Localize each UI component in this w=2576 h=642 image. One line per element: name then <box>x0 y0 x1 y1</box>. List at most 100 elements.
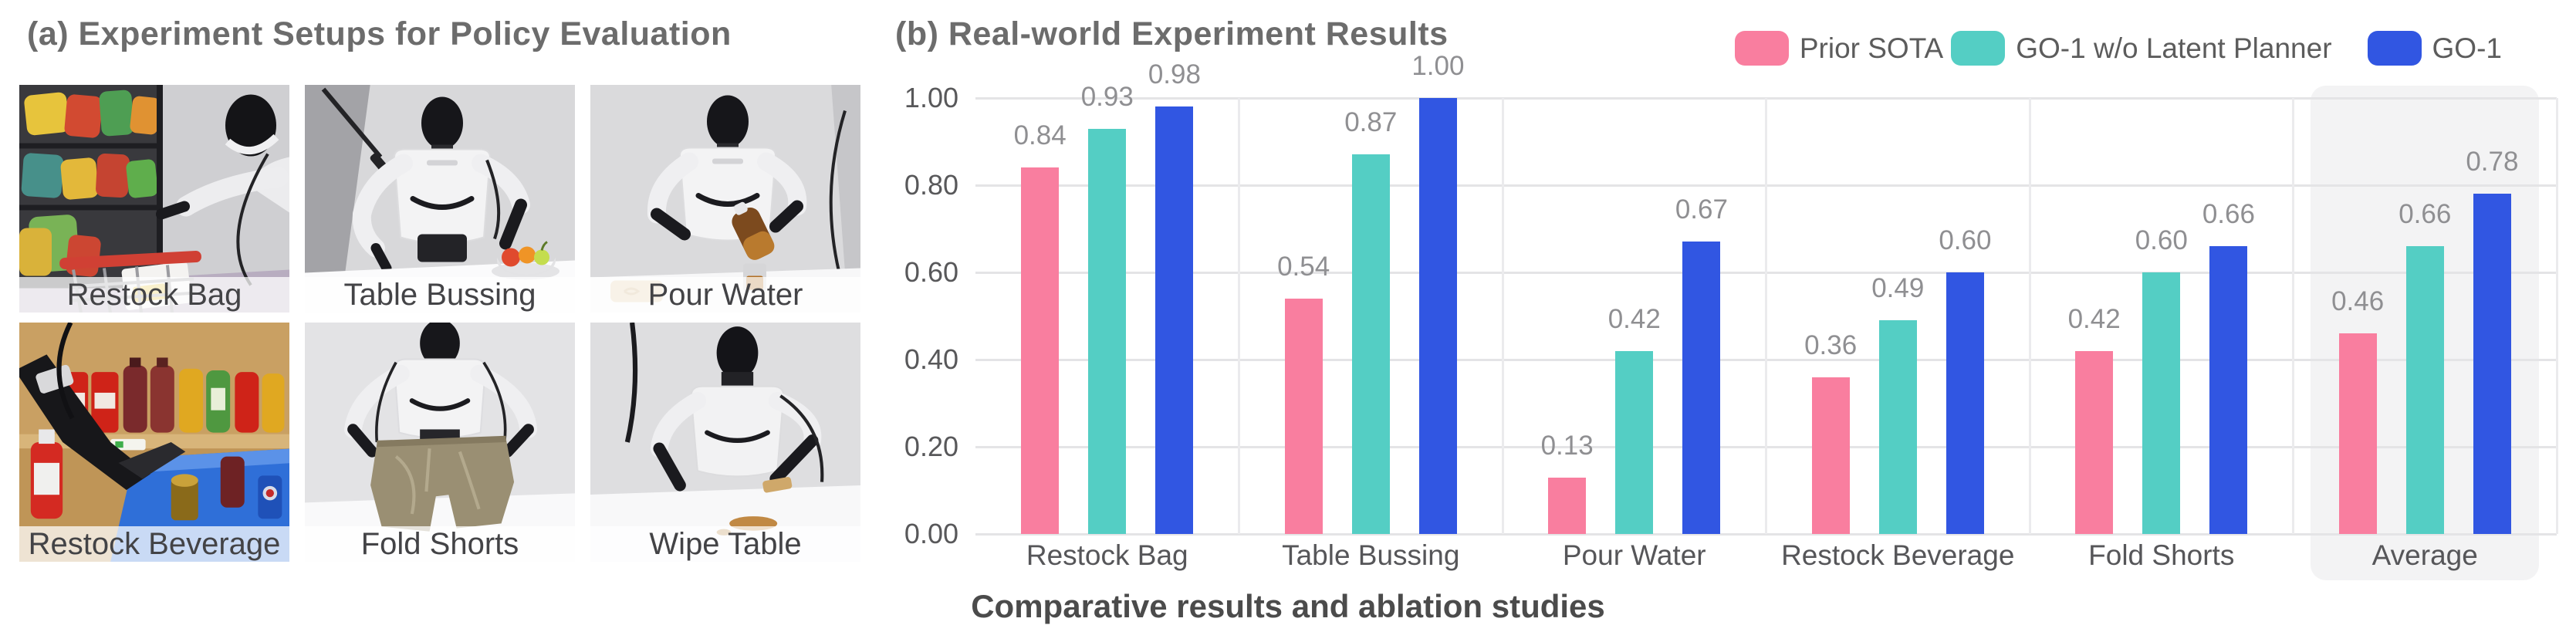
value-label: 0.98 <box>1148 59 1201 90</box>
bar-go-1-table-bussing <box>1418 98 1457 534</box>
gridline-x-boundary <box>1501 98 1504 534</box>
legend-swatch-prior-sota <box>1734 31 1789 66</box>
value-label: 0.78 <box>2466 147 2519 177</box>
bar-go-1-restock-beverage <box>1946 272 1984 534</box>
gridline-x-boundary <box>2028 98 2031 534</box>
bar-wrap-go-1-w-o-latent-planner: 0.60 <box>2135 226 2188 534</box>
bar-wrap-prior-sota: 0.36 <box>1804 329 1858 534</box>
figure-caption: Comparative results and ablation studies <box>971 588 1605 624</box>
chart-legend: Prior SOTA GO-1 w/o Latent Planner GO-1 <box>1734 31 2502 66</box>
bar-go-1-w-o-latent-planner-average <box>2405 246 2444 534</box>
y-tick-label: 1.00 <box>904 82 958 113</box>
bar-prior-sota-restock-beverage <box>1811 377 1850 534</box>
bar-wrap-go-1: 0.98 <box>1148 60 1201 534</box>
y-axis: 0.00 0.20 0.40 0.60 0.80 1.00 <box>841 83 958 549</box>
bar-go-1-restock-bag <box>1155 106 1194 534</box>
gridline-x-boundary <box>2555 98 2558 534</box>
legend-item-go-1: GO-1 <box>2367 31 2502 66</box>
legend-swatch-go-1 <box>2367 31 2422 66</box>
bar-group-pour-water: 0.13 0.42 0.67 <box>1503 98 1766 534</box>
bar-prior-sota-fold-shorts <box>2075 350 2114 534</box>
bar-wrap-go-1-w-o-latent-planner: 0.66 <box>2399 200 2451 534</box>
value-label: 1.00 <box>1411 51 1465 81</box>
bar-wrap-go-1: 0.67 <box>1675 195 1728 534</box>
photo-table-bussing: Table Bussing <box>305 85 575 313</box>
bar-wrap-go-1-w-o-latent-planner: 0.42 <box>1607 303 1661 534</box>
y-tick-label: 0.20 <box>904 431 958 462</box>
value-label: 0.49 <box>1871 273 1925 304</box>
value-label: 0.60 <box>2135 225 2188 255</box>
bar-go-1-average <box>2473 194 2511 534</box>
bar-prior-sota-pour-water <box>1548 477 1587 534</box>
category-label-table-bussing: Table Bussing <box>1282 539 1460 571</box>
value-label: 0.67 <box>1675 194 1728 225</box>
category-label-restock-beverage: Restock Beverage <box>1781 539 2015 571</box>
y-tick-label: 0.40 <box>904 343 958 375</box>
bar-prior-sota-restock-bag <box>1021 167 1060 534</box>
value-label: 0.66 <box>2399 199 2452 230</box>
value-label: 0.60 <box>1939 225 1992 255</box>
experiment-setup-photo-grid: Restock Bag Table Buss <box>19 85 860 562</box>
photo-label-pour-water: Pour Water <box>590 277 860 313</box>
bar-go-1-w-o-latent-planner-fold-shorts <box>2142 272 2181 534</box>
bar-group-restock-bag: 0.84 0.93 0.98 <box>975 60 1239 534</box>
fold-shorts-illustration <box>305 323 575 562</box>
value-label: 0.36 <box>1804 329 1858 360</box>
photo-label-fold-shorts: Fold Shorts <box>305 526 575 562</box>
bar-wrap-go-1-w-o-latent-planner: 0.93 <box>1081 82 1134 534</box>
bar-wrap-go-1-w-o-latent-planner: 0.87 <box>1344 108 1397 534</box>
category-label-pour-water: Pour Water <box>1562 539 1706 571</box>
panel-b-title: (b) Real-world Experiment Results <box>895 15 1449 52</box>
photo-label-restock-bag: Restock Bag <box>19 277 289 313</box>
bar-go-1-w-o-latent-planner-table-bussing <box>1351 154 1390 534</box>
photo-fold-shorts: Fold Shorts <box>305 323 575 562</box>
bar-prior-sota-average <box>2338 333 2377 534</box>
category-label-average: Average <box>2371 539 2478 571</box>
bar-wrap-prior-sota: 0.13 <box>1541 431 1594 534</box>
legend-swatch-go-1-w-o-latent-planner <box>1951 31 2006 66</box>
value-label: 0.42 <box>2067 303 2121 334</box>
legend-item-prior-sota: Prior SOTA <box>1734 31 1944 66</box>
value-label: 0.84 <box>1013 120 1067 151</box>
value-label: 0.13 <box>1540 430 1594 461</box>
bar-wrap-prior-sota: 0.46 <box>2331 287 2384 534</box>
bar-group-restock-beverage: 0.36 0.49 0.60 <box>1766 98 2030 534</box>
y-tick-label: 0.00 <box>904 518 958 549</box>
bar-wrap-prior-sota: 0.54 <box>1277 252 1330 534</box>
y-tick-label: 0.60 <box>904 256 958 288</box>
bar-wrap-go-1: 0.66 <box>2202 200 2255 534</box>
bar-chart-plot: 0.84 0.93 0.98 0.54 0.87 1.00 0.13 0.42 0.67 0.36… <box>975 52 2558 580</box>
category-label-restock-bag: Restock Bag <box>1026 539 1188 571</box>
gridline-y-0.00 <box>975 532 2557 536</box>
value-label: 0.66 <box>2202 199 2255 230</box>
x-axis-labels: Restock Bag Table Bussing Pour Water Restoc… <box>975 539 2557 572</box>
photo-pour-water: Pour Water <box>590 85 860 313</box>
legend-label-prior-sota: Prior SOTA <box>1799 32 1944 64</box>
bar-group-table-bussing: 0.54 0.87 1.00 <box>1239 52 1503 534</box>
value-label: 0.46 <box>2331 286 2385 317</box>
value-label: 0.87 <box>1344 107 1398 138</box>
y-tick-label: 0.80 <box>904 169 958 201</box>
photo-label-wipe-table: Wipe Table <box>590 526 860 562</box>
gridline-x-boundary <box>1238 98 1240 534</box>
photo-restock-beverage: Restock Beverage <box>19 323 289 562</box>
bar-go-1-fold-shorts <box>2209 246 2248 534</box>
gridline-x-boundary <box>1765 98 1767 534</box>
bar-go-1-w-o-latent-planner-restock-bag <box>1088 128 1127 534</box>
bar-wrap-prior-sota: 0.42 <box>2067 303 2121 534</box>
bar-wrap-go-1: 0.60 <box>1939 226 1991 534</box>
bar-group-fold-shorts: 0.42 0.60 0.66 <box>2030 98 2294 534</box>
value-label: 0.42 <box>1607 303 1661 334</box>
legend-label-go-1: GO-1 <box>2432 32 2502 64</box>
photo-wipe-table: Wipe Table <box>590 323 860 562</box>
bar-wrap-go-1: 1.00 <box>1411 52 1464 534</box>
bar-go-1-pour-water <box>1682 242 1721 534</box>
panel-a-title: (a) Experiment Setups for Policy Evaluat… <box>27 15 732 52</box>
bar-group-average: 0.46 0.66 0.78 <box>2294 98 2557 534</box>
value-label: 0.54 <box>1277 251 1330 282</box>
bar-wrap-go-1-w-o-latent-planner: 0.49 <box>1871 274 1924 534</box>
bar-go-1-w-o-latent-planner-restock-beverage <box>1878 320 1917 534</box>
legend-item-go-1-w-o-latent-planner: GO-1 w/o Latent Planner <box>1951 31 2332 66</box>
bar-go-1-w-o-latent-planner-pour-water <box>1615 350 1654 534</box>
bar-wrap-go-1: 0.78 <box>2466 147 2518 534</box>
